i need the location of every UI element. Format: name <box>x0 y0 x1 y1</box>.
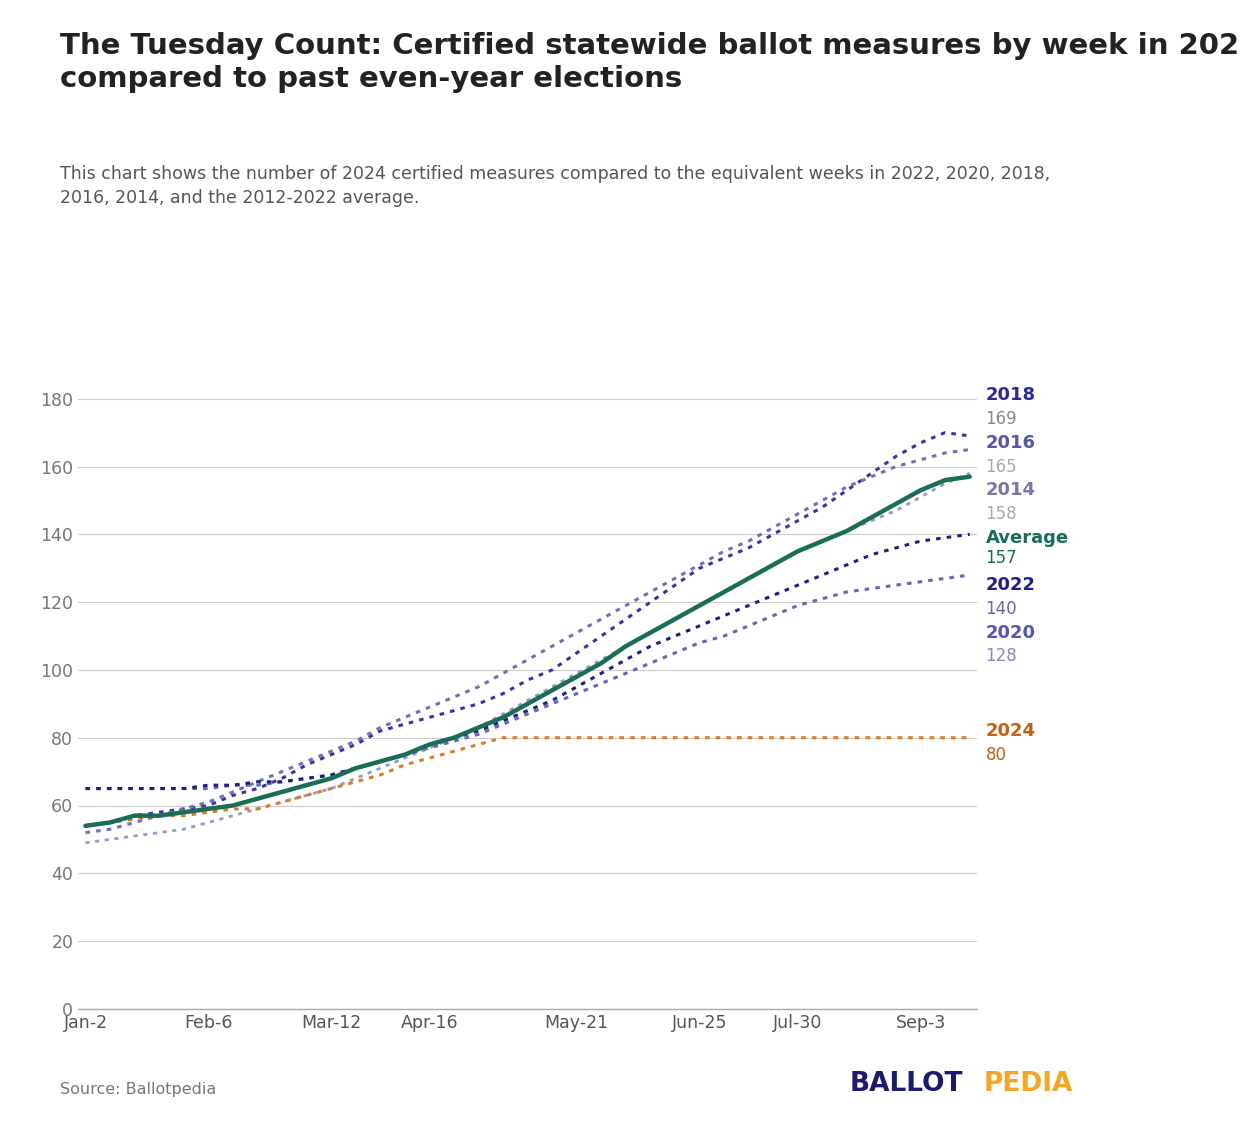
Text: 2016: 2016 <box>986 434 1035 451</box>
Text: 2022: 2022 <box>986 576 1035 594</box>
Text: 80: 80 <box>986 746 1007 764</box>
Text: 165: 165 <box>986 457 1017 475</box>
Text: Source: Ballotpedia: Source: Ballotpedia <box>60 1082 216 1097</box>
Text: Average: Average <box>986 529 1069 547</box>
Text: 169: 169 <box>986 410 1017 428</box>
Text: BALLOT: BALLOT <box>849 1070 963 1097</box>
Text: 2014: 2014 <box>986 481 1035 499</box>
Text: 2020: 2020 <box>986 624 1035 642</box>
Text: 157: 157 <box>986 549 1017 567</box>
Text: The Tuesday Count: Certified statewide ballot measures by week in 2024
compared : The Tuesday Count: Certified statewide b… <box>60 32 1240 93</box>
Text: 2018: 2018 <box>986 386 1035 405</box>
Text: 128: 128 <box>986 648 1017 666</box>
Text: 140: 140 <box>986 600 1017 618</box>
Text: This chart shows the number of 2024 certified measures compared to the equivalen: This chart shows the number of 2024 cert… <box>60 165 1050 206</box>
Text: 158: 158 <box>986 505 1017 523</box>
Text: PEDIA: PEDIA <box>983 1070 1073 1097</box>
Text: 2024: 2024 <box>986 722 1035 740</box>
